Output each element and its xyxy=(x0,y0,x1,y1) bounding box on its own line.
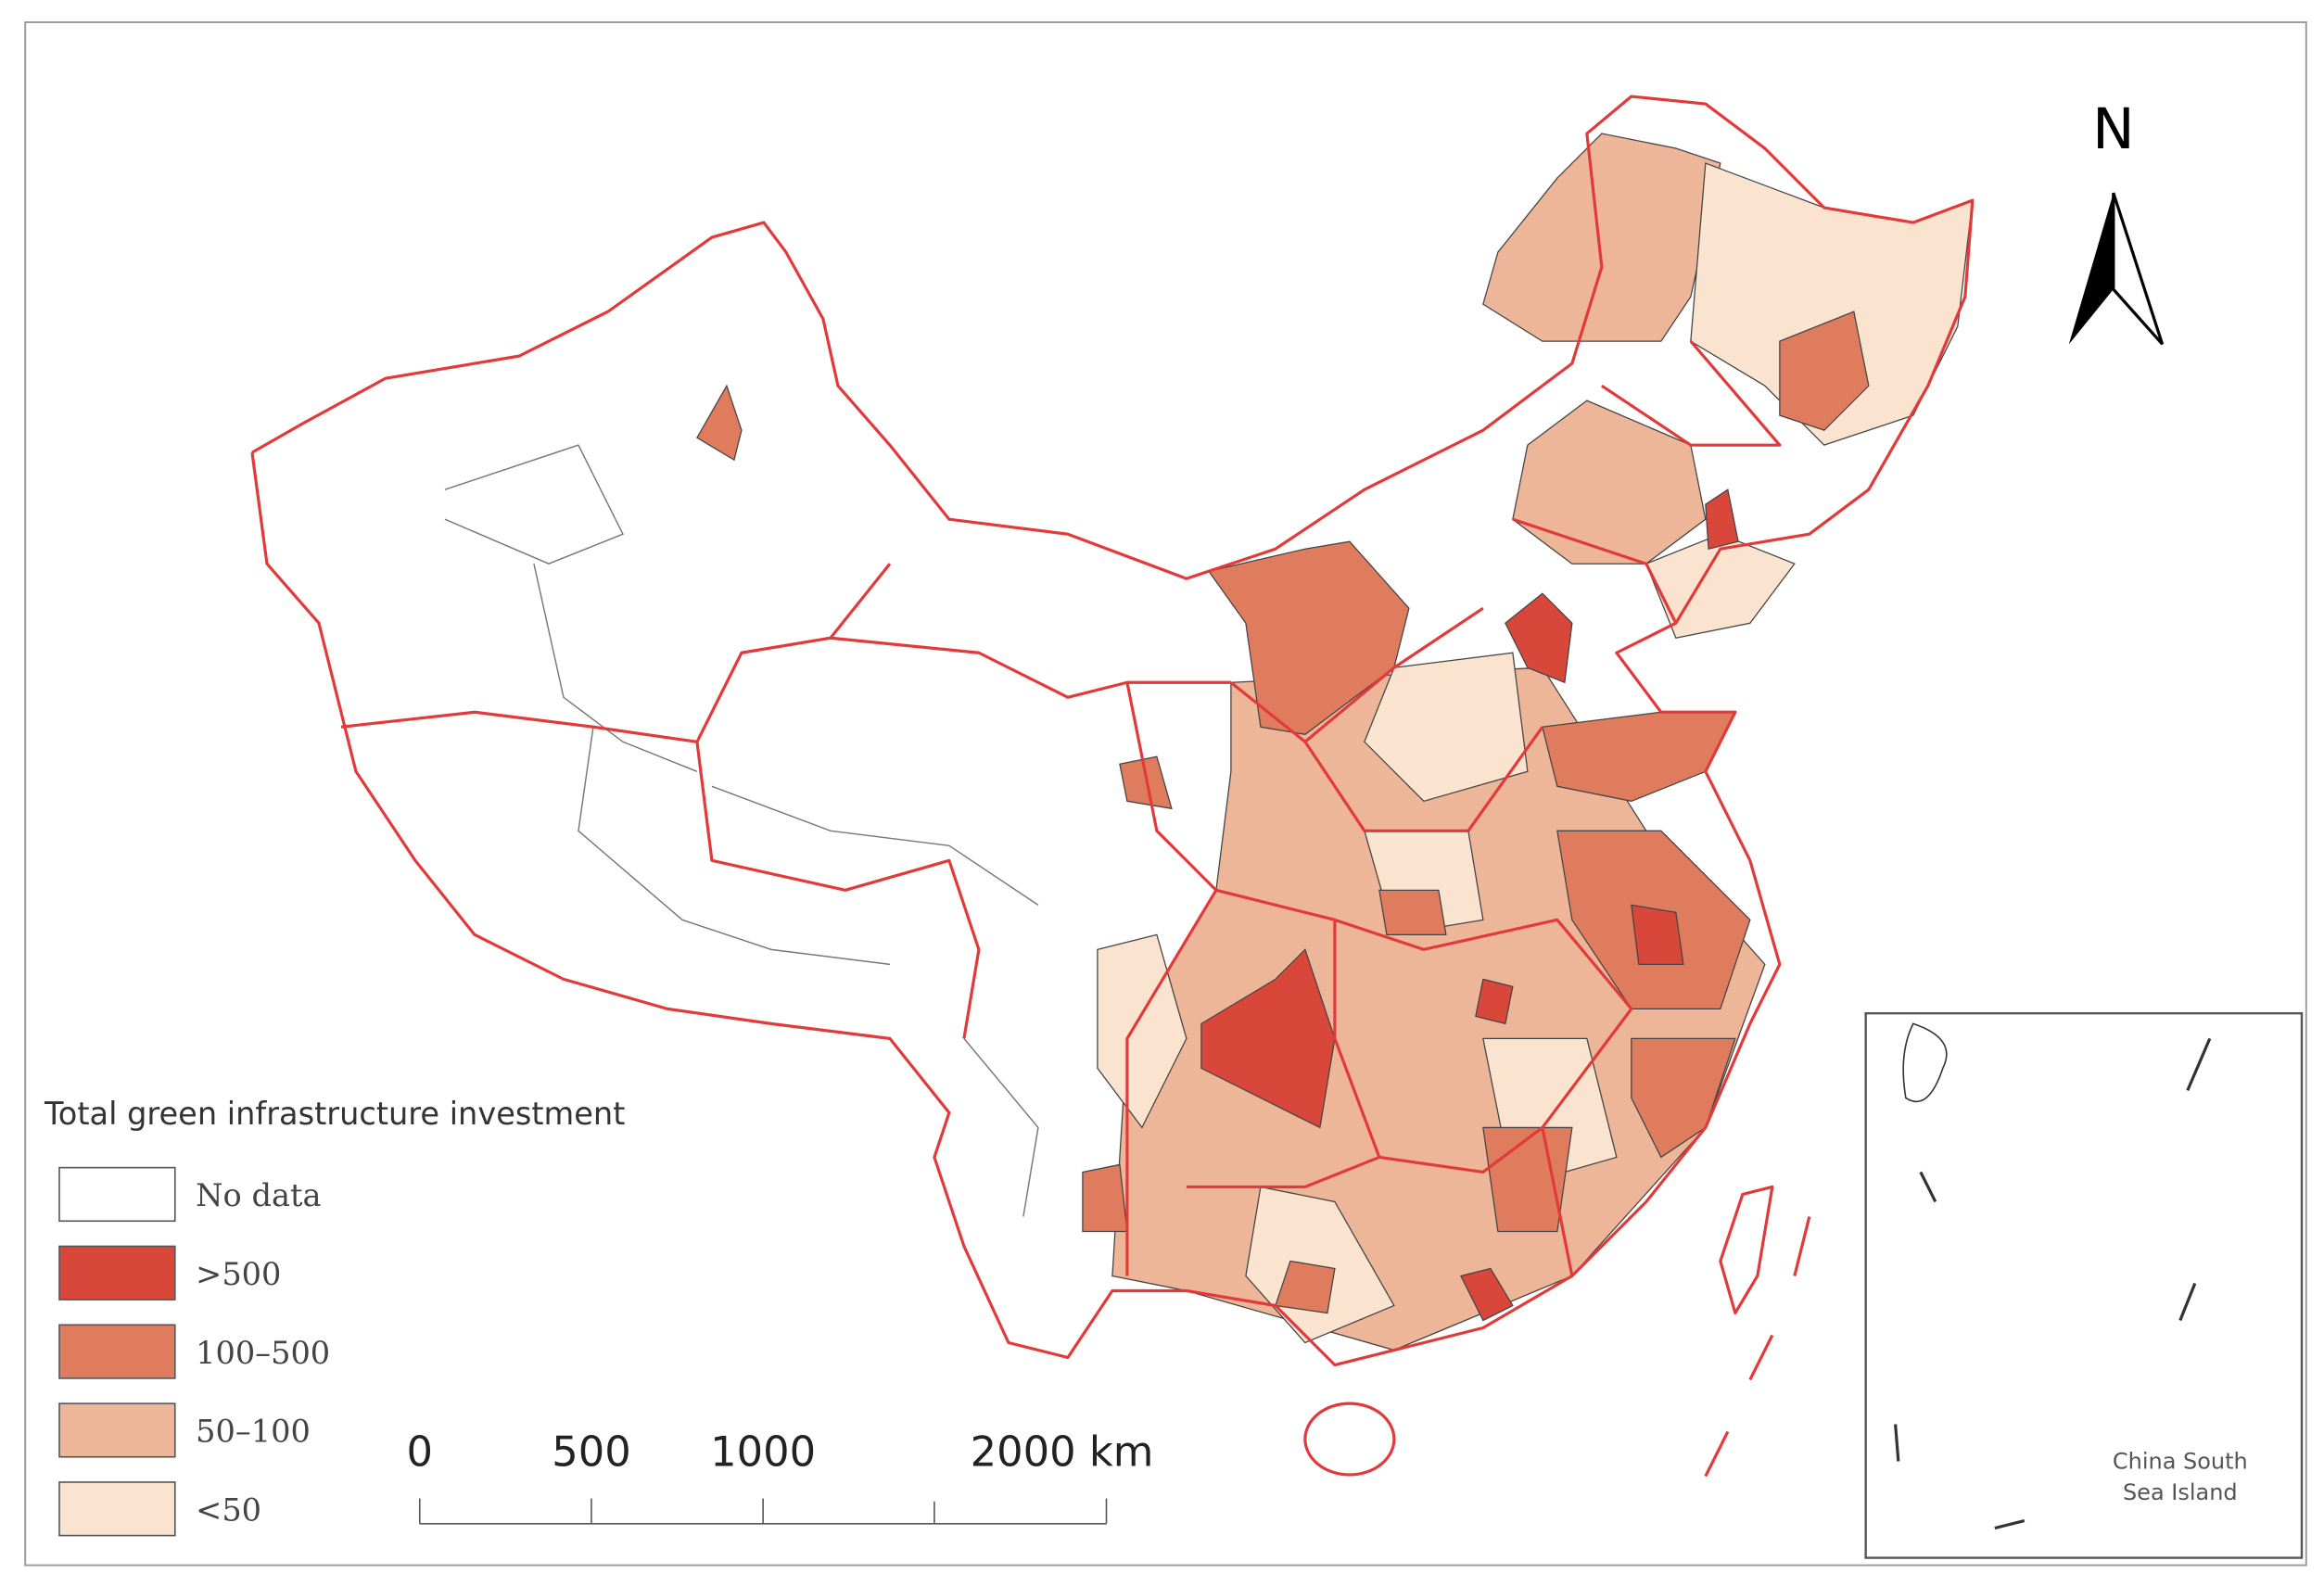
boundary xyxy=(963,1037,1039,1217)
region xyxy=(1459,1267,1514,1322)
island-line xyxy=(1748,1334,1774,1381)
island-line xyxy=(1793,1216,1811,1276)
region xyxy=(1275,1260,1336,1314)
boundary xyxy=(578,727,891,966)
inset-line xyxy=(1919,1171,1937,1203)
region xyxy=(1512,400,1707,565)
inset-frame xyxy=(1864,1011,2304,1559)
legend-title: Total green infrastructure investment xyxy=(44,1096,625,1132)
scale-label: 2000 km xyxy=(971,1427,1154,1476)
province-line xyxy=(1512,517,1678,624)
region xyxy=(1779,311,1870,431)
region xyxy=(1482,133,1721,342)
hainan xyxy=(1303,1402,1396,1477)
legend: No data >500 100–500 50–100 <50 xyxy=(58,1166,330,1537)
scale-label: 500 xyxy=(552,1427,630,1476)
arrow-right xyxy=(2112,192,2165,346)
legend-label: <50 xyxy=(196,1492,261,1529)
north-label: N xyxy=(2092,97,2134,162)
province-line xyxy=(1600,340,1782,447)
taiwan xyxy=(1719,1185,1774,1315)
province-line xyxy=(830,636,1231,699)
region xyxy=(696,384,743,462)
inset-label: China South xyxy=(2113,1449,2248,1475)
region xyxy=(1097,933,1187,1129)
region xyxy=(1364,652,1529,803)
inset-line xyxy=(2178,1282,2197,1322)
legend-label: 50–100 xyxy=(196,1414,311,1450)
region xyxy=(1082,1163,1128,1233)
legend-swatch xyxy=(58,1481,176,1537)
north-arrow: N xyxy=(2068,97,2165,346)
region xyxy=(1378,889,1447,935)
region xyxy=(1631,1037,1736,1159)
legend-label: No data xyxy=(196,1177,321,1213)
inset-line xyxy=(1994,1519,2026,1530)
island-line xyxy=(1704,1430,1730,1478)
province-line xyxy=(1229,606,1484,743)
legend-label: 100–500 xyxy=(196,1335,330,1371)
province-line xyxy=(1378,1126,1543,1174)
scale-bar: 0 500 1000 2000 km xyxy=(407,1427,1154,1525)
boundary xyxy=(711,785,1039,906)
region xyxy=(1705,488,1739,551)
inset-label: Sea Island xyxy=(2123,1479,2238,1505)
inset-line xyxy=(2186,1037,2212,1092)
map xyxy=(250,95,1975,1478)
arrow-left xyxy=(2068,193,2114,345)
region xyxy=(1200,948,1336,1129)
boundary xyxy=(444,444,624,565)
province-line xyxy=(1303,726,1544,832)
region xyxy=(1505,592,1573,684)
legend-swatch xyxy=(58,1402,176,1458)
legend-label: >500 xyxy=(196,1256,281,1292)
region xyxy=(1631,904,1684,966)
inset-line xyxy=(1894,1424,1900,1462)
legend-swatch xyxy=(58,1166,176,1223)
boundary xyxy=(533,564,698,772)
region xyxy=(1475,978,1514,1025)
province-line xyxy=(250,95,1975,1367)
inset: China South Sea Island xyxy=(1864,1011,2304,1559)
province-line xyxy=(695,742,981,1039)
legend-swatch xyxy=(58,1324,176,1379)
scale-label: 1000 xyxy=(710,1427,816,1476)
inset-island xyxy=(1902,1022,1948,1103)
scale-label: 0 xyxy=(407,1427,434,1476)
legend-swatch xyxy=(58,1245,176,1301)
